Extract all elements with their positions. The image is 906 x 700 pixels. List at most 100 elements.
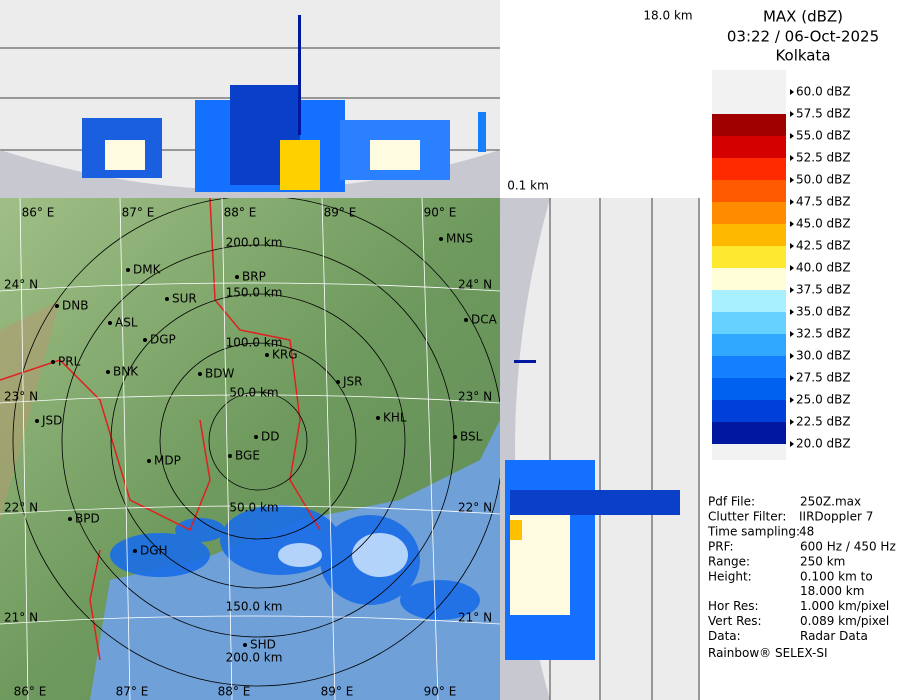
place-dot <box>143 338 147 342</box>
info-label: Data: <box>708 629 741 643</box>
place-dot <box>265 353 269 357</box>
legend-tick <box>790 375 794 381</box>
info-label: Clutter Filter: <box>708 510 786 524</box>
meridian <box>119 198 131 700</box>
range-ring <box>208 391 308 491</box>
lat-label: 22° N <box>458 501 492 515</box>
legend-tick <box>790 397 794 403</box>
lat-label: 24° N <box>458 278 492 292</box>
info-label: Range: <box>708 555 750 569</box>
range-label: 100.0 km <box>226 336 283 350</box>
legend-tick <box>790 133 794 139</box>
lon-label: 86° E <box>14 685 47 699</box>
info-value: Radar Data <box>800 629 868 643</box>
legend-label: 57.5 dBZ <box>796 107 851 121</box>
range-label: 50.0 km <box>229 501 278 515</box>
legend-tick <box>790 221 794 227</box>
lat-label: 22° N <box>4 501 38 515</box>
place-label: DMK <box>133 263 162 277</box>
range-ring <box>61 244 455 638</box>
place-label: DGP <box>150 333 176 347</box>
place-label: BSL <box>460 430 483 444</box>
legend-label: 30.0 dBZ <box>796 349 851 363</box>
place-label: KHL <box>383 411 407 425</box>
place-dot <box>35 419 39 423</box>
meridian <box>321 198 336 700</box>
place-dot <box>133 549 137 553</box>
place-dot <box>439 237 443 241</box>
legend-label: 45.0 dBZ <box>796 217 851 231</box>
station: Kolkata <box>775 47 830 65</box>
place-dot <box>464 318 468 322</box>
parallel <box>0 394 500 404</box>
place-dot <box>254 435 258 439</box>
place-label: BPD <box>75 512 100 526</box>
lat-label: 21° N <box>458 611 492 625</box>
info-label: Pdf File: <box>708 495 755 509</box>
info-value: 250Z.max <box>800 495 861 509</box>
lat-label: 23° N <box>4 390 38 404</box>
parallel <box>0 615 500 625</box>
place-dot <box>68 517 72 521</box>
height-top: 18.0 km <box>643 9 692 23</box>
top-echoes <box>82 15 486 192</box>
range-label: 200.0 km <box>226 236 283 250</box>
place-dot <box>228 454 232 458</box>
lat-label: 21° N <box>4 611 38 625</box>
height-bottom: 0.1 km <box>507 179 549 193</box>
place-label: SUR <box>172 292 197 306</box>
range-ring <box>159 342 357 540</box>
place-dot <box>165 297 169 301</box>
lon-label: 86° E <box>22 206 55 220</box>
legend-tick <box>790 177 794 183</box>
legend-swatch <box>712 268 786 290</box>
legend-tick <box>790 353 794 359</box>
info-label: Time sampling: <box>707 525 800 539</box>
legend-label: 20.0 dBZ <box>796 437 851 451</box>
place-dot <box>198 372 202 376</box>
legend-tick <box>790 287 794 293</box>
info-label: Vert Res: <box>708 614 762 628</box>
legend-label: 40.0 dBZ <box>796 261 851 275</box>
place-label: BRP <box>242 270 266 284</box>
legend-label: 32.5 dBZ <box>796 327 851 341</box>
legend-swatch <box>712 444 786 460</box>
range-ring <box>110 293 406 589</box>
info-label: Height: <box>708 570 752 584</box>
info-value: 600 Hz / 450 Hz <box>800 540 896 554</box>
legend-tick <box>790 199 794 205</box>
range-label: 50.0 km <box>229 386 278 400</box>
legend-swatch <box>712 400 786 422</box>
legend-label: 37.5 dBZ <box>796 283 851 297</box>
place-dot <box>336 380 340 384</box>
legend-tick <box>790 441 794 447</box>
info-value: IIRDoppler 7 <box>799 510 873 524</box>
place-label: DD <box>261 430 279 444</box>
lon-label: 88° E <box>224 206 257 220</box>
place-dot <box>376 416 380 420</box>
place-label: ASL <box>115 316 138 330</box>
place-dot <box>126 268 130 272</box>
legend-swatch <box>712 224 786 246</box>
lon-label: 87° E <box>116 685 149 699</box>
legend-swatch <box>712 334 786 356</box>
legend-swatch <box>712 312 786 334</box>
legend-tick <box>790 155 794 161</box>
info-footer: Rainbow® SELEX-SI <box>708 646 828 660</box>
legend-label: 50.0 dBZ <box>796 173 851 187</box>
place-label: SHD <box>250 638 276 652</box>
legend-tick <box>790 243 794 249</box>
place-label: BDW <box>205 367 234 381</box>
place-dot <box>55 304 59 308</box>
datetime: 03:22 / 06-Oct-2025 <box>727 28 879 46</box>
legend-swatch <box>712 158 786 180</box>
legend-label: 25.0 dBZ <box>796 393 851 407</box>
info-value: 18.000 km <box>800 584 864 598</box>
range-label: 150.0 km <box>226 600 283 614</box>
info-value: 48 <box>799 525 814 539</box>
legend-label: 52.5 dBZ <box>796 151 851 165</box>
legend-tick <box>790 309 794 315</box>
info-label: Hor Res: <box>708 599 759 613</box>
parallel <box>0 505 500 515</box>
